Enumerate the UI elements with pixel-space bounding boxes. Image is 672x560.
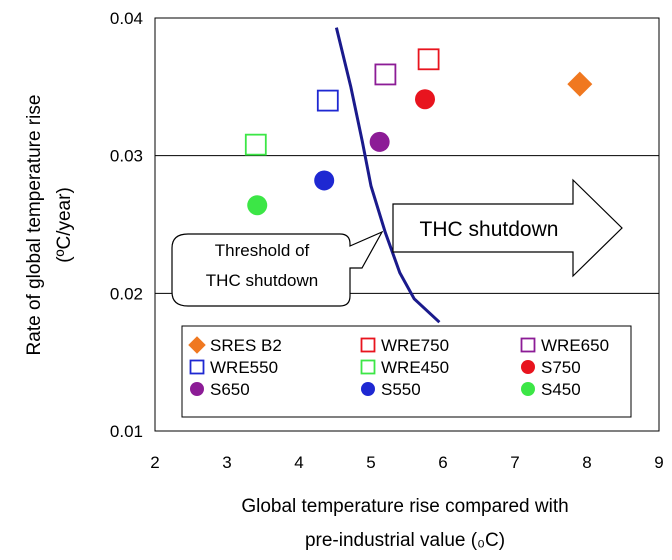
thc-shutdown-arrow bbox=[392, 178, 623, 278]
legend-label-s550: S550 bbox=[381, 380, 421, 399]
legend-marker-wre650 bbox=[520, 337, 536, 353]
marker-wre650 bbox=[374, 63, 397, 86]
marker-wre550 bbox=[316, 89, 339, 112]
legend-marker-sres-b2 bbox=[188, 336, 206, 354]
legend-label-wre450: WRE450 bbox=[381, 358, 449, 377]
legend-label-wre550: WRE550 bbox=[210, 358, 278, 377]
threshold-callout bbox=[171, 230, 384, 307]
x-tick-label: 5 bbox=[366, 453, 375, 472]
y-axis-label-line2: (ºC/year) bbox=[54, 187, 75, 263]
legend-label-s750: S750 bbox=[541, 358, 581, 377]
legend-label-s450: S450 bbox=[541, 380, 581, 399]
data-markers bbox=[244, 48, 593, 216]
marker-s450 bbox=[247, 195, 268, 216]
y-tick-label: 0.03 bbox=[110, 147, 143, 166]
x-tick-label: 9 bbox=[654, 453, 663, 472]
legend-box bbox=[181, 325, 632, 418]
marker-sres-b2 bbox=[567, 71, 593, 97]
x-tick-label: 8 bbox=[582, 453, 591, 472]
x-tick-label: 7 bbox=[510, 453, 519, 472]
legend-marker-s650 bbox=[190, 382, 204, 396]
marker-wre750 bbox=[417, 48, 440, 71]
x-axis-label-line2: pre-industrial value (₀C) bbox=[305, 530, 505, 551]
legend-marker-wre450 bbox=[360, 359, 376, 375]
legend-label-s650: S650 bbox=[210, 380, 250, 399]
legend-label-wre750: WRE750 bbox=[381, 336, 449, 355]
y-tick-label: 0.04 bbox=[110, 9, 143, 28]
plot-frame bbox=[154, 17, 660, 432]
threshold-label-line1: Threshold of bbox=[215, 241, 310, 260]
thc-shutdown-arrow-label: THC shutdown bbox=[420, 218, 559, 241]
legend-label-sres-b2: SRES B2 bbox=[210, 336, 282, 355]
marker-s650 bbox=[369, 131, 390, 152]
legend: SRES B2 WRE750 WRE650 WRE550 WRE450 S750 S650 S… bbox=[188, 336, 609, 399]
threshold-label-line2: THC shutdown bbox=[206, 271, 318, 290]
legend-marker-s750 bbox=[521, 360, 535, 374]
x-axis-label-line1: Global temperature rise compared with bbox=[241, 496, 568, 517]
x-tick-label: 3 bbox=[222, 453, 231, 472]
marker-s750 bbox=[415, 89, 435, 110]
legend-label-wre650: WRE650 bbox=[541, 336, 609, 355]
marker-s550 bbox=[314, 170, 335, 191]
y-tick-label: 0.01 bbox=[110, 422, 143, 441]
x-tick-label: 2 bbox=[150, 453, 159, 472]
x-tick-labels: 2 3 4 5 6 7 8 9 bbox=[150, 453, 663, 472]
legend-marker-wre750 bbox=[360, 337, 376, 353]
y-tick-label: 0.02 bbox=[110, 284, 143, 303]
legend-marker-s450 bbox=[521, 382, 535, 396]
legend-marker-wre550 bbox=[189, 359, 205, 375]
marker-wre450 bbox=[244, 133, 267, 156]
threshold-line bbox=[334, 27, 441, 324]
y-tick-labels: 0.01 0.02 0.03 0.04 bbox=[110, 9, 143, 441]
y-axis-label-line1: Rate of global temperature rise bbox=[24, 95, 45, 356]
x-tick-label: 6 bbox=[438, 453, 447, 472]
x-tick-label: 4 bbox=[294, 453, 303, 472]
legend-marker-s550 bbox=[361, 382, 375, 396]
